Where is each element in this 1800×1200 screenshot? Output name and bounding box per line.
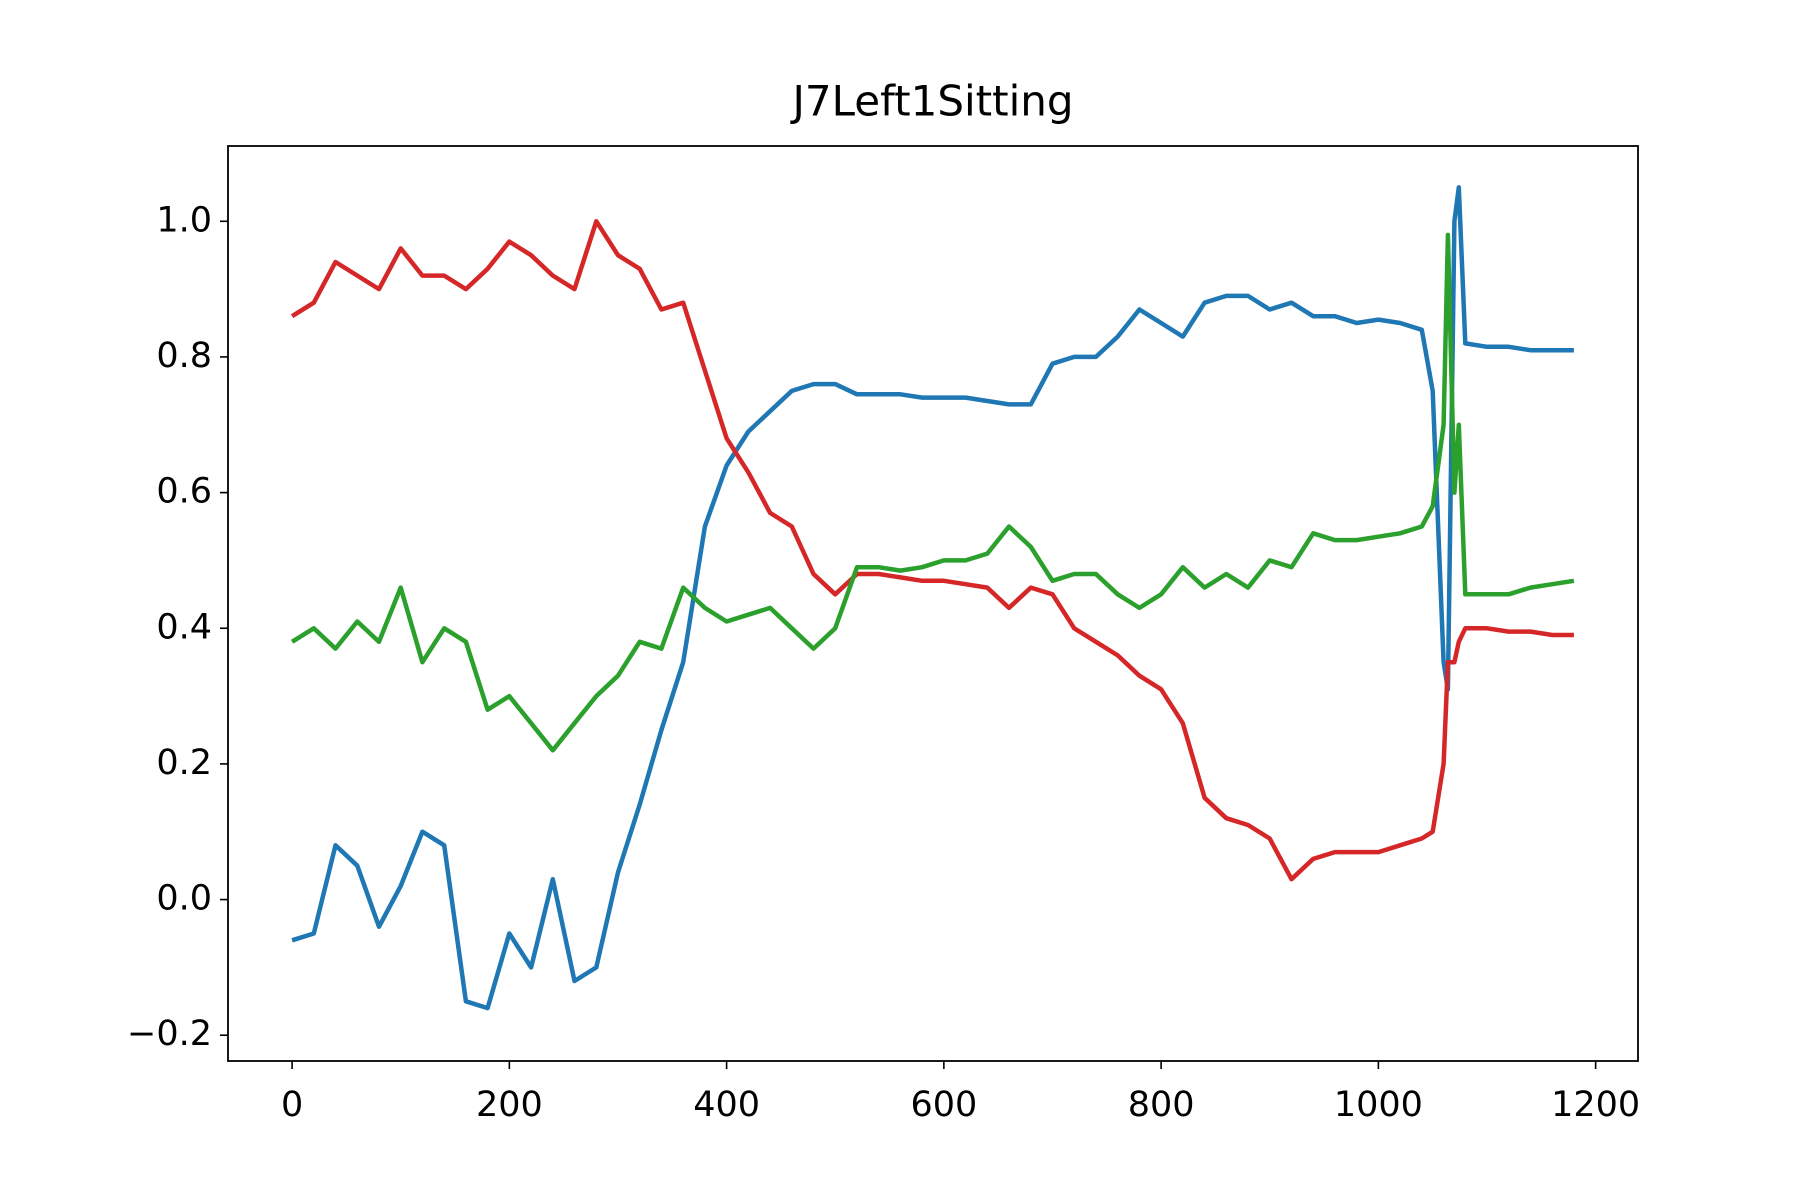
x-tick-label: 0	[281, 1085, 303, 1125]
x-tick-label: 800	[1128, 1085, 1195, 1125]
y-tick-label: 0.8	[156, 336, 212, 376]
y-tick-label: 0.4	[156, 607, 212, 647]
y-tick-label: 0.2	[156, 743, 212, 783]
x-tick-label: 1200	[1551, 1085, 1640, 1125]
y-tick-label: −0.2	[127, 1014, 212, 1054]
data-line	[290, 219, 1574, 882]
x-tick-label: 200	[476, 1085, 543, 1125]
y-tick-label: 0.0	[156, 879, 212, 919]
x-tick-label: 1000	[1334, 1085, 1423, 1125]
plot-frame	[227, 145, 1639, 1062]
y-tick-label: 1.0	[156, 200, 212, 240]
y-tick-label: 0.6	[156, 472, 212, 512]
x-tick-label: 400	[693, 1085, 760, 1125]
chart-title: J7Left1Sitting	[789, 77, 1073, 126]
data-line	[290, 232, 1575, 753]
data-line	[291, 185, 1574, 1011]
x-tick-label: 600	[910, 1085, 977, 1125]
